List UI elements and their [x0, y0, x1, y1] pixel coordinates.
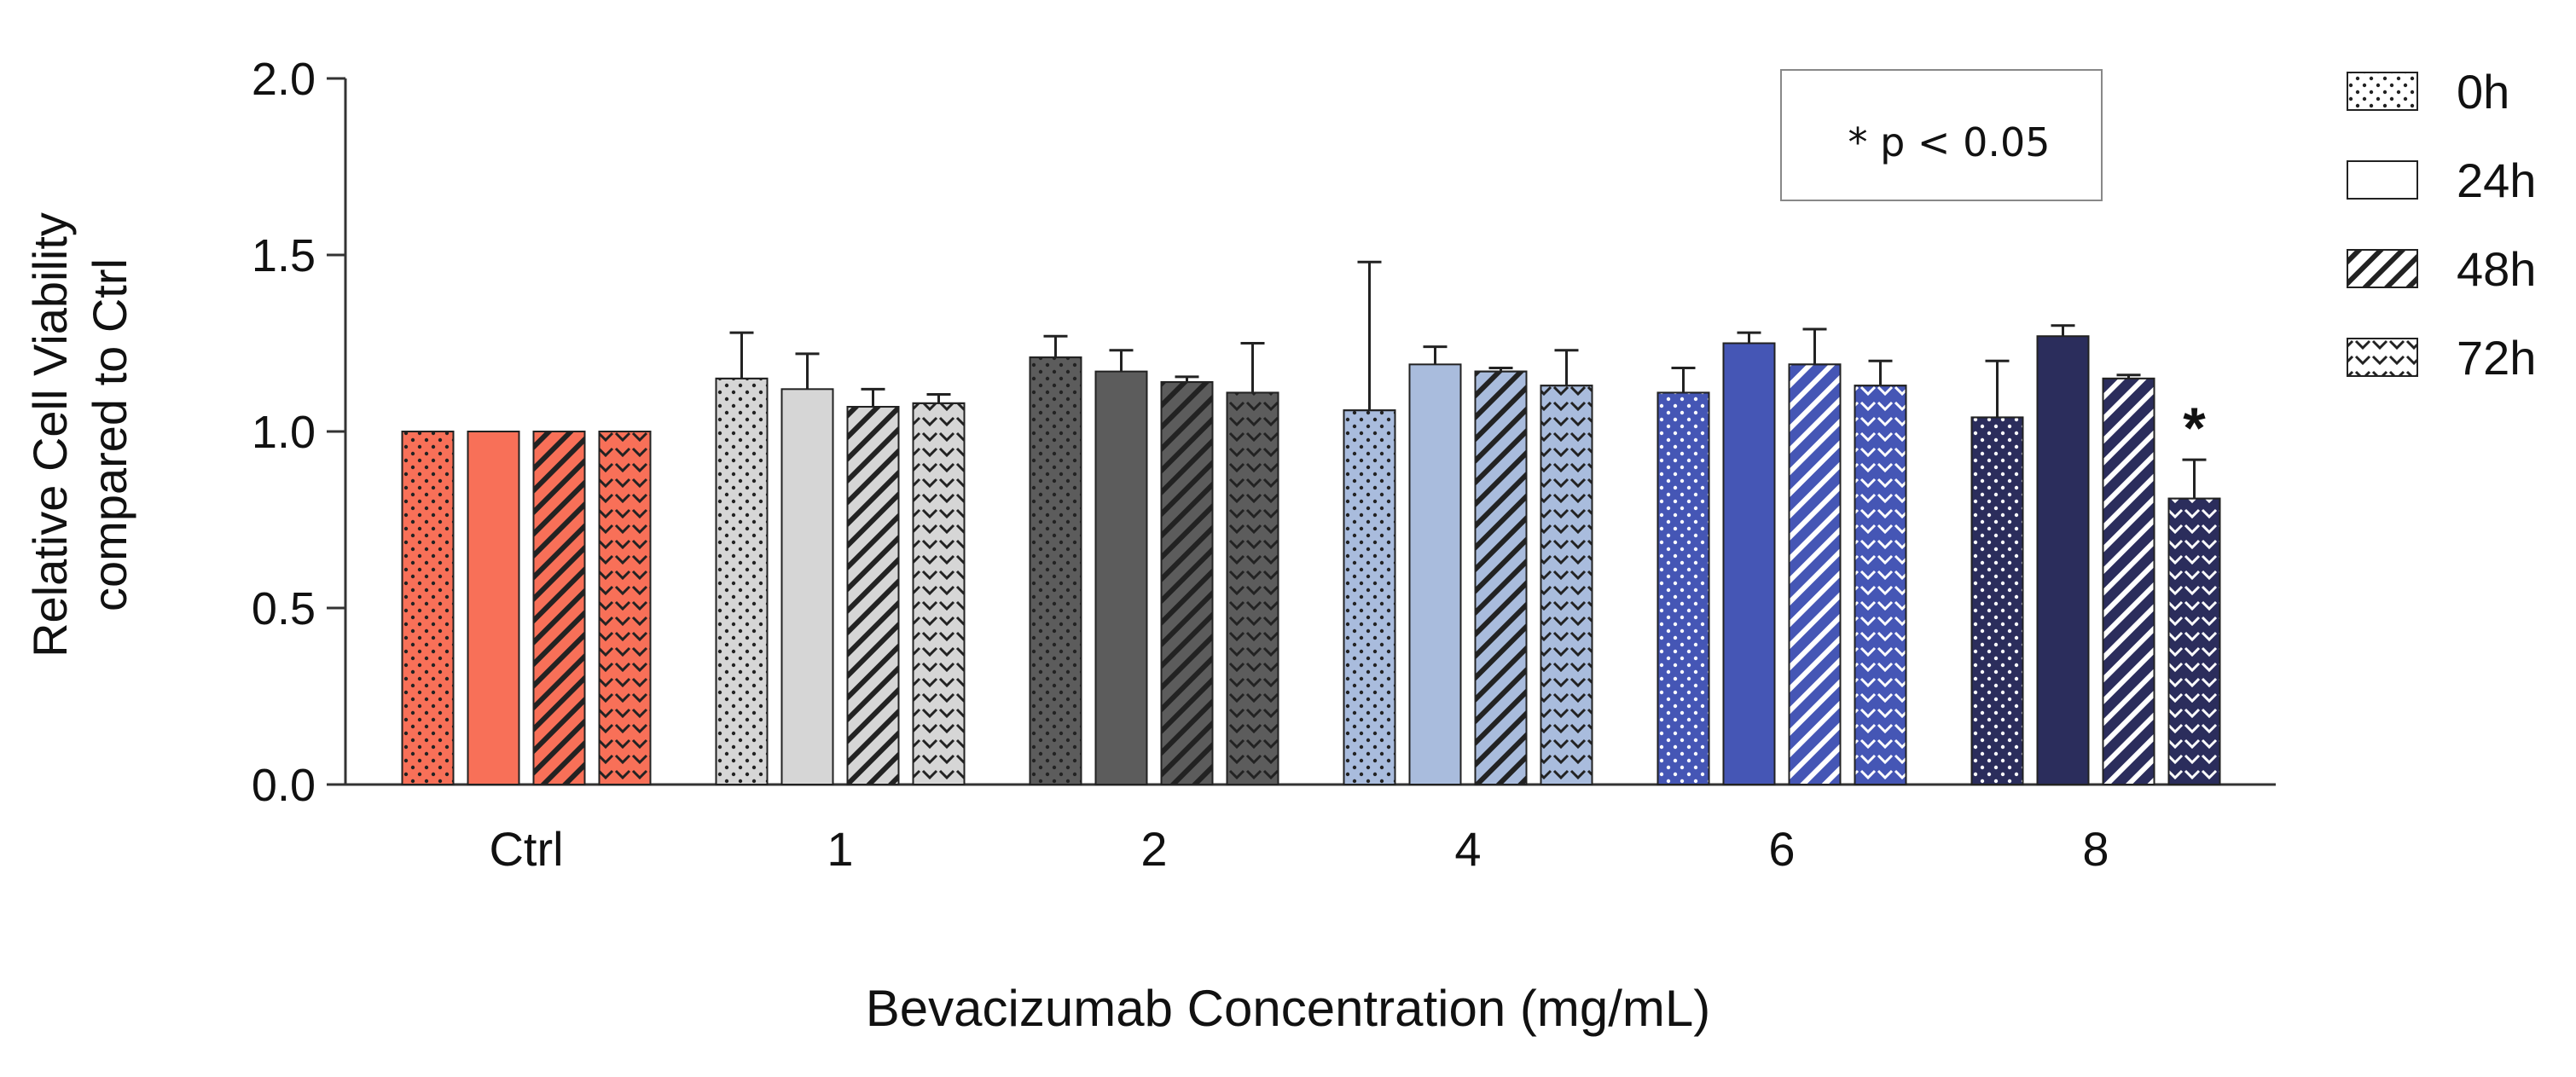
legend-item-48h: 48h	[2347, 242, 2536, 296]
y-tick-label: 0.5	[252, 583, 316, 634]
bar-8-48h	[2102, 373, 2155, 785]
bar-pattern	[846, 406, 900, 785]
bar-8-0h	[1970, 359, 2024, 785]
bar-pattern	[1656, 391, 1710, 785]
bar-2-0h	[1029, 334, 1082, 785]
x-tick-label: Ctrl	[489, 822, 563, 876]
bar-6-48h	[1788, 327, 1842, 785]
bar-pattern	[715, 377, 769, 785]
bar-4-0h	[1343, 260, 1396, 785]
significance-note: * p < 0.05	[1848, 119, 2050, 165]
x-axis-label: Bevacizumab Concentration (mg/mL)	[866, 980, 1710, 1037]
bar-pattern	[1343, 409, 1396, 785]
x-tick-label: 2	[1140, 822, 1167, 876]
legend-swatch-pattern	[2347, 249, 2418, 288]
x-tick-label: 6	[1768, 822, 1795, 876]
y-axis-label-line-2: compared to Ctrl	[83, 258, 136, 611]
bar-pattern	[1226, 391, 1279, 785]
bar-8-24h	[2036, 324, 2090, 786]
bar-pattern	[1160, 381, 1214, 785]
bar-Ctrl-48h	[532, 431, 586, 785]
significance-asterisk: *	[2183, 396, 2206, 460]
bar-2-48h	[1160, 375, 1214, 785]
axes: 0.0 0.5 1.0 1.5 2.0 Ctrl 1 2 4 6 8	[252, 54, 2276, 876]
bar-1-0h	[715, 331, 769, 785]
bar-Ctrl-24h	[467, 431, 520, 785]
x-tick-label: 4	[1454, 822, 1481, 876]
bar-pattern	[912, 402, 966, 785]
bar-pattern	[2167, 497, 2221, 785]
bar-2-24h	[1094, 349, 1148, 785]
bar-6-72h	[1854, 359, 1907, 785]
bar	[1408, 363, 1462, 785]
significance-note-box: * p < 0.05	[1780, 69, 2103, 201]
bar-Ctrl-0h	[401, 431, 455, 785]
bar	[780, 388, 834, 785]
bar-Ctrl-72h	[598, 431, 652, 785]
bar-pattern	[1854, 385, 1907, 785]
legend-label: 24h	[2457, 153, 2536, 207]
bar-6-24h	[1722, 331, 1776, 785]
bar-pattern	[1540, 385, 1593, 785]
bar-pattern	[2102, 377, 2155, 785]
legend-swatch	[2347, 160, 2418, 200]
bar-4-24h	[1408, 345, 1462, 785]
legend-label: 48h	[2457, 242, 2536, 296]
bar-6-0h	[1656, 366, 1710, 785]
bar-pattern	[401, 431, 455, 785]
bar-8-72h	[2167, 458, 2221, 785]
legend-label: 0h	[2457, 65, 2509, 119]
bar-4-72h	[1540, 349, 1593, 785]
bar-1-48h	[846, 387, 900, 785]
legend-label: 72h	[2457, 331, 2536, 385]
legend-item-0h: 0h	[2347, 65, 2509, 119]
bar-pattern	[1474, 370, 1528, 785]
y-tick-label: 1.0	[252, 407, 316, 458]
legend: 0h 24h 48h 72h	[2347, 65, 2536, 385]
bar-1-24h	[780, 352, 834, 785]
x-tick-label: 1	[827, 822, 853, 876]
bar	[1094, 370, 1148, 785]
legend-swatch-pattern	[2347, 72, 2418, 111]
bar-pattern	[1788, 363, 1842, 785]
bar-1-72h	[912, 393, 966, 785]
bar	[2036, 335, 2090, 786]
bar-pattern	[598, 431, 652, 785]
legend-item-72h: 72h	[2347, 331, 2536, 385]
y-tick-label: 0.0	[252, 760, 316, 811]
bar-4-48h	[1474, 366, 1528, 785]
bar	[1722, 342, 1776, 785]
bar-pattern	[532, 431, 586, 785]
x-tick-label: 8	[2082, 822, 2109, 876]
y-tick-label: 2.0	[252, 54, 316, 105]
bar-2-72h	[1226, 342, 1279, 785]
bar	[467, 431, 520, 785]
y-tick-label: 1.5	[252, 230, 316, 281]
legend-swatch-pattern	[2347, 338, 2418, 377]
bars: *	[401, 260, 2221, 786]
bar-pattern	[1970, 416, 2024, 785]
bar-pattern	[1029, 356, 1082, 785]
legend-item-24h: 24h	[2347, 153, 2536, 207]
y-axis-label-line-1: Relative Cell Viability	[23, 212, 77, 657]
